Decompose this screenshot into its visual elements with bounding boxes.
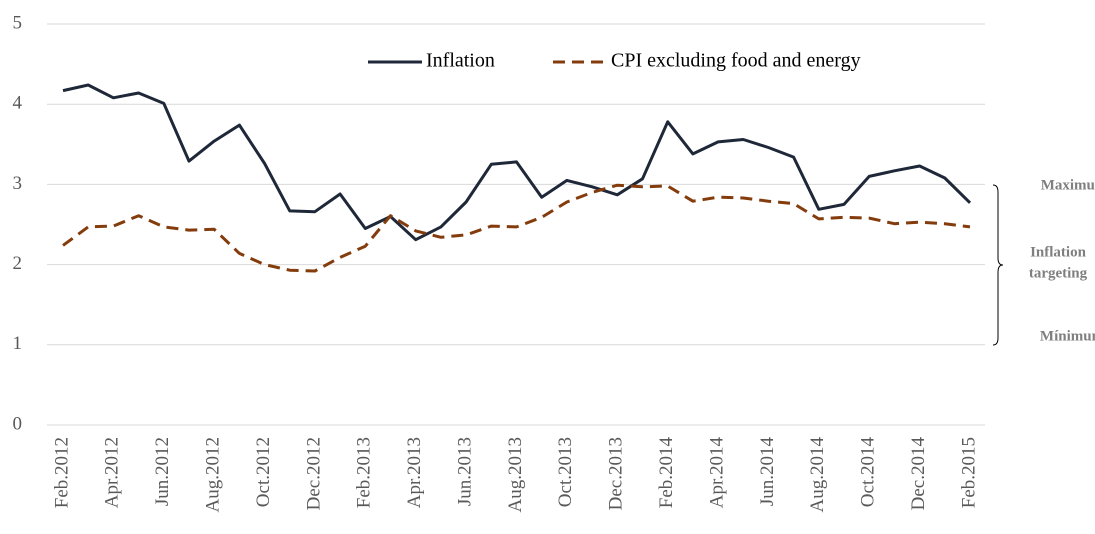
y-tick-label: 3 [13, 173, 23, 194]
y-tick-label: 0 [13, 413, 23, 434]
x-tick-label: Dec.2012 [303, 437, 324, 510]
x-tick-label: Aug.2012 [203, 437, 224, 512]
bracket-top: Maximun [1041, 177, 1095, 193]
x-tick-label: Dec.2013 [606, 437, 627, 510]
x-tick-label: Feb.2013 [354, 437, 375, 508]
x-tick-label: Jun.2014 [757, 437, 778, 507]
series-line [62, 83, 972, 242]
legend-label: CPI excluding food and energy [611, 50, 861, 72]
bracket [992, 184, 1004, 346]
series-line [62, 183, 971, 273]
x-tick-label: Jun.2013 [454, 437, 475, 506]
x-tick-label: Feb.2014 [656, 437, 677, 509]
x-tick-label: Feb.2015 [958, 437, 979, 508]
x-tick-label: Oct.2014 [858, 437, 879, 508]
bracket-middle: targeting [1029, 265, 1088, 281]
y-tick-label: 1 [13, 333, 23, 354]
legend-label: Inflation [426, 50, 495, 72]
x-tick-label: Apr.2014 [706, 437, 727, 509]
x-tick-label: Aug.2013 [505, 437, 526, 512]
x-tick-label: Apr.2012 [102, 437, 123, 508]
x-tick-label: Apr.2013 [404, 437, 425, 508]
x-tick-label: Aug.2014 [807, 437, 828, 513]
bracket-middle: Inflation [1030, 244, 1087, 260]
x-tick-label: Jun.2012 [152, 437, 173, 506]
bracket-bottom: Mínimum [1040, 328, 1095, 344]
y-tick-label: 4 [13, 93, 23, 114]
x-tick-label: Dec.2014 [908, 437, 929, 511]
y-tick-label: 5 [13, 12, 23, 33]
y-tick-label: 2 [13, 253, 23, 274]
x-tick-label: Feb.2012 [51, 437, 72, 508]
x-tick-label: Oct.2013 [555, 437, 576, 507]
x-tick-label: Oct.2012 [253, 437, 274, 507]
